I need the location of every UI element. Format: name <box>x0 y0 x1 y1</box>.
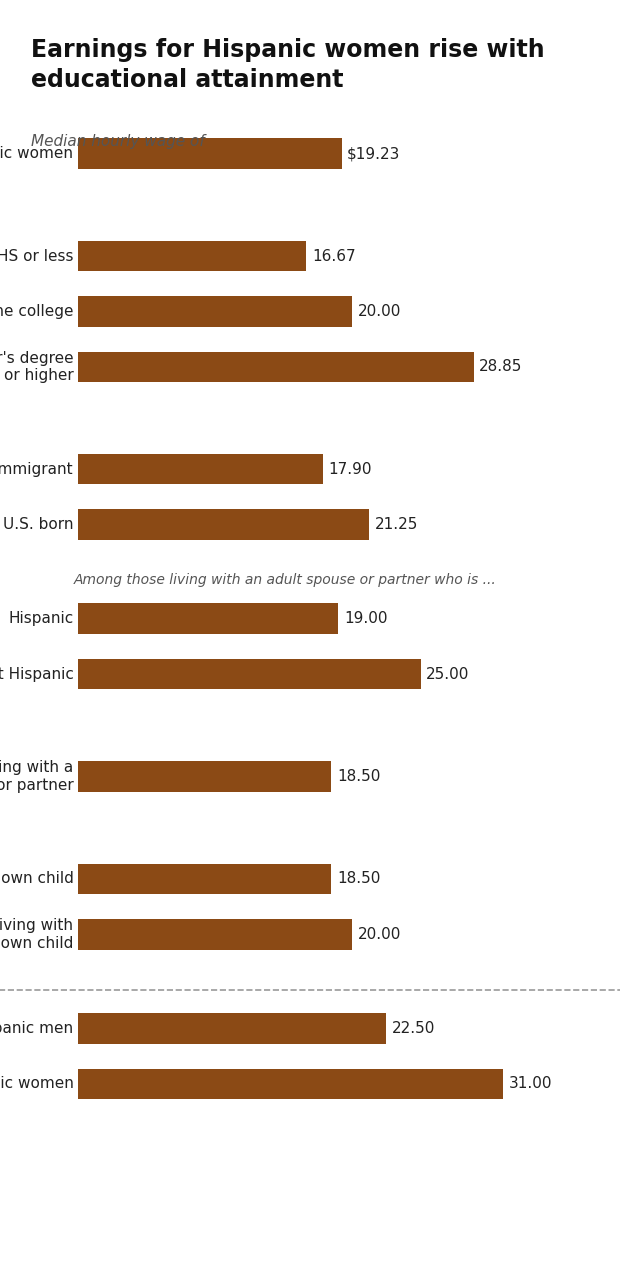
Text: Hispanic: Hispanic <box>8 612 73 626</box>
Text: $19.23: $19.23 <box>347 146 401 161</box>
Text: 28.85: 28.85 <box>479 360 523 374</box>
Text: Not Hispanic: Not Hispanic <box>0 667 73 681</box>
FancyBboxPatch shape <box>78 509 370 540</box>
Text: 25.00: 25.00 <box>426 667 469 681</box>
Text: U.S. born: U.S. born <box>3 517 73 532</box>
Text: Hispanic women: Hispanic women <box>0 146 73 161</box>
Text: 20.00: 20.00 <box>358 303 401 319</box>
Text: Immigrant: Immigrant <box>0 462 73 476</box>
Text: 17.90: 17.90 <box>329 462 372 476</box>
Text: Living with their own child: Living with their own child <box>0 872 73 887</box>
FancyBboxPatch shape <box>78 919 352 950</box>
Text: HS or less: HS or less <box>0 248 73 264</box>
FancyBboxPatch shape <box>78 1014 386 1043</box>
FancyBboxPatch shape <box>78 296 352 326</box>
Text: Hispanic men: Hispanic men <box>0 1021 73 1036</box>
Text: 18.50: 18.50 <box>337 769 380 785</box>
FancyBboxPatch shape <box>78 352 474 381</box>
Text: 18.50: 18.50 <box>337 872 380 887</box>
Text: 16.67: 16.67 <box>312 248 355 264</box>
FancyBboxPatch shape <box>78 138 342 169</box>
Text: Some college: Some college <box>0 303 73 319</box>
Text: 31.00: 31.00 <box>508 1076 552 1092</box>
FancyBboxPatch shape <box>78 659 421 690</box>
Text: Non-Hispanic women: Non-Hispanic women <box>0 1076 73 1092</box>
FancyBboxPatch shape <box>78 454 323 484</box>
Text: Bachelor's degree
or higher: Bachelor's degree or higher <box>0 351 73 383</box>
Text: Not living with
their own child: Not living with their own child <box>0 918 73 951</box>
Text: 20.00: 20.00 <box>358 927 401 942</box>
Text: Median hourly wage of: Median hourly wage of <box>31 134 210 150</box>
Text: Earnings for Hispanic women rise with
educational attainment: Earnings for Hispanic women rise with ed… <box>31 38 544 92</box>
Text: Not living with a
spouse or partner: Not living with a spouse or partner <box>0 760 73 792</box>
FancyBboxPatch shape <box>78 603 339 634</box>
FancyBboxPatch shape <box>78 1069 503 1100</box>
FancyBboxPatch shape <box>78 241 306 271</box>
FancyBboxPatch shape <box>78 864 332 895</box>
Text: Among those living with an adult spouse or partner who is ...: Among those living with an adult spouse … <box>73 573 496 588</box>
Text: 21.25: 21.25 <box>374 517 418 532</box>
Text: 19.00: 19.00 <box>344 612 388 626</box>
FancyBboxPatch shape <box>78 762 332 792</box>
Text: 22.50: 22.50 <box>392 1021 435 1036</box>
